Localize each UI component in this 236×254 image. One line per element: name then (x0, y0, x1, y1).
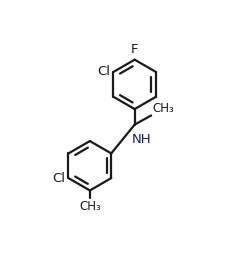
Text: NH: NH (132, 133, 152, 146)
Text: F: F (131, 43, 139, 56)
Text: Cl: Cl (97, 65, 110, 78)
Text: CH₃: CH₃ (153, 102, 174, 115)
Text: CH₃: CH₃ (79, 200, 101, 213)
Text: Cl: Cl (52, 172, 65, 185)
